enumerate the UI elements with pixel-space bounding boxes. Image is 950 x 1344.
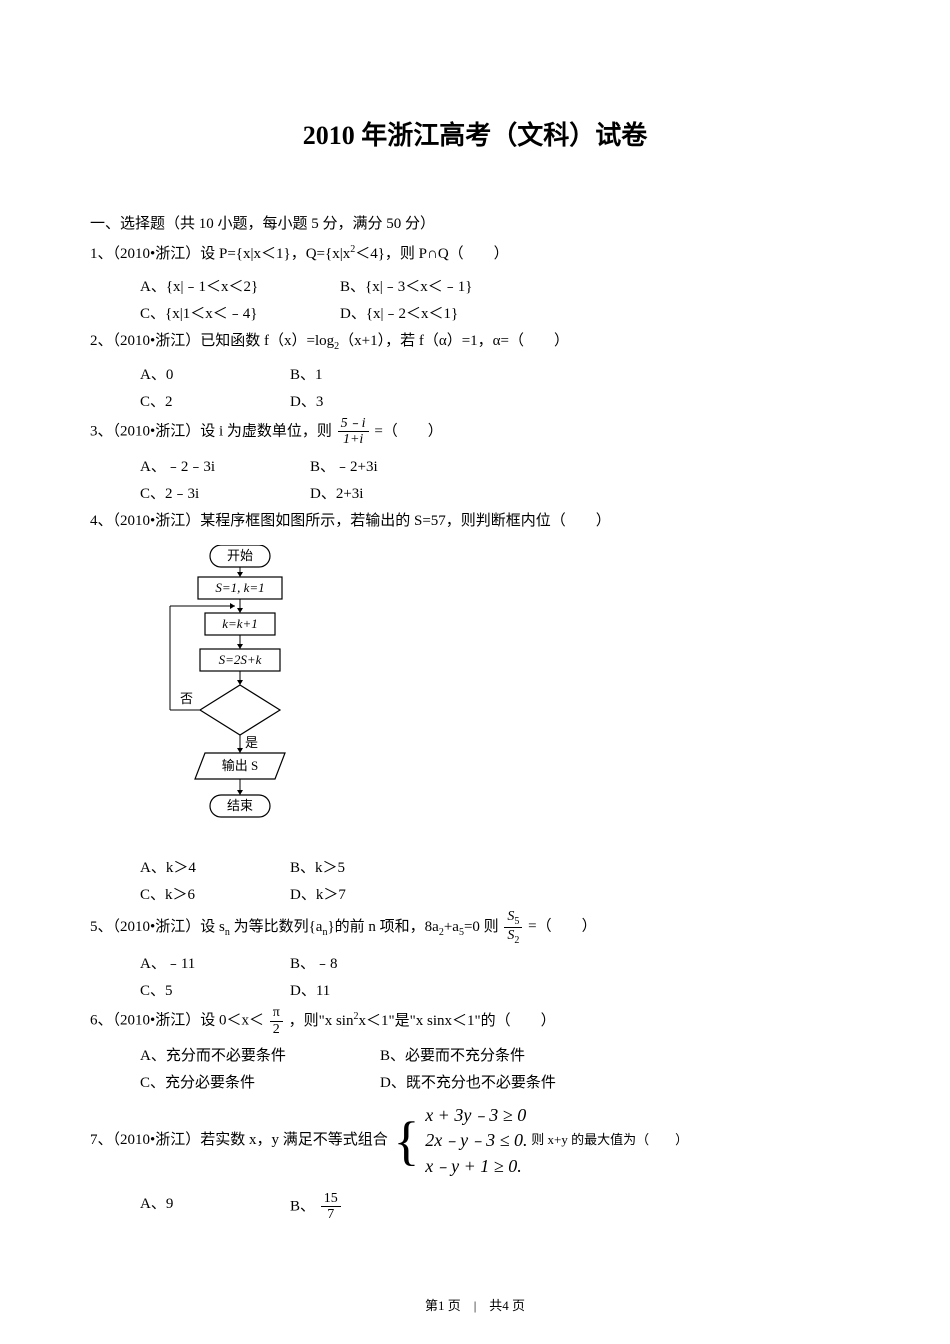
question-4: 4、（2010•浙江）某程序框图如图所示，若输出的 S=57，则判断框内位（ ） xyxy=(90,508,860,535)
q6-stem-pre: 6、（2010•浙江）设 0＜x＜ xyxy=(90,1013,264,1029)
q4-optC: C、k＞6 xyxy=(140,882,230,909)
q4-optA: A、k＞4 xyxy=(140,855,230,882)
question-6: 6、（2010•浙江）设 0＜x＜ π 2 ，则"x sin2x＜1"是"x s… xyxy=(90,1005,860,1037)
fc-no: 否 xyxy=(180,691,193,706)
q6-optC: C、充分必要条件 xyxy=(140,1070,320,1097)
section-header: 一、选择题（共 10 小题，每小题 5 分，满分 50 分） xyxy=(90,212,860,233)
page-footer: 第1 页 | 共4 页 xyxy=(0,1295,950,1314)
q6-fraction: π 2 xyxy=(270,1005,283,1037)
q3-optB: B、﹣2+3i xyxy=(310,454,450,481)
fc-start: 开始 xyxy=(227,548,253,563)
q3-stem-pre: 3、（2010•浙江）设 i 为虚数单位，则 xyxy=(90,423,332,439)
q3-fraction: 5﹣i 1+i xyxy=(338,416,369,448)
q5-stem: 5、（2010•浙江）设 sn 为等比数列{an}的前 n 项和，8a2+a5=… xyxy=(90,919,502,935)
q2-options: A、0 B、1 C、2 D、3 xyxy=(90,362,860,416)
fc-step1: k=k+1 xyxy=(222,616,258,631)
q7-system: x + 3y﹣3 ≥ 0 2x﹣y﹣3 ≤ 0. x﹣y + 1 ≥ 0. xyxy=(425,1103,527,1179)
q5-options: A、﹣11 B、﹣8 C、5 D、11 xyxy=(90,951,860,1005)
q3-options: A、﹣2﹣3i B、﹣2+3i C、2﹣3i D、2+3i xyxy=(90,454,860,508)
exam-title: 2010 年浙江高考（文科）试卷 xyxy=(90,115,860,152)
q2-optD: D、3 xyxy=(290,389,430,416)
q3-optA: A、﹣2﹣3i xyxy=(140,454,250,481)
q2-stem: 2、（2010•浙江）已知函数 f（x）=log2（x+1），若 f（α）=1，… xyxy=(90,333,569,349)
q6-options: A、充分而不必要条件 B、必要而不充分条件 C、充分必要条件 D、既不充分也不必… xyxy=(90,1043,860,1097)
q7-options: A、9 B、 15 7 xyxy=(90,1191,860,1223)
q1-optD: D、{x|﹣2＜x＜1} xyxy=(340,301,480,328)
q6-optD: D、既不充分也不必要条件 xyxy=(380,1070,556,1097)
q7-optB: B、 15 7 xyxy=(290,1191,430,1223)
q4-optB: B、k＞5 xyxy=(290,855,430,882)
q5-optC: C、5 xyxy=(140,978,230,1005)
q1-optB: B、{x|﹣3＜x＜﹣1} xyxy=(340,274,480,301)
question-3: 3、（2010•浙江）设 i 为虚数单位，则 5﹣i 1+i =（ ） xyxy=(90,416,860,448)
q3-stem-post: =（ ） xyxy=(374,423,442,439)
q3-optD: D、2+3i xyxy=(310,481,450,508)
fc-output: 输出 S xyxy=(222,758,258,773)
q1-optA: A、{x|﹣1＜x＜2} xyxy=(140,274,280,301)
brace-icon: { xyxy=(394,1117,420,1166)
flowchart: 开始 S=1, k=1 k=k+1 S=2S+k 否 是 输出 S xyxy=(150,545,860,845)
q5-fraction: S5 S2 xyxy=(504,909,522,946)
question-7: 7、（2010•浙江）若实数 x，y 满足不等式组合 { x + 3y﹣3 ≥ … xyxy=(90,1103,860,1179)
question-5: 5、（2010•浙江）设 sn 为等比数列{an}的前 n 项和，8a2+a5=… xyxy=(90,909,860,946)
q6-optB: B、必要而不充分条件 xyxy=(380,1043,525,1070)
fc-init: S=1, k=1 xyxy=(215,580,264,595)
q4-options: A、k＞4 B、k＞5 C、k＞6 D、k＞7 xyxy=(90,855,860,909)
q5-optD: D、11 xyxy=(290,978,430,1005)
fc-yes: 是 xyxy=(245,735,258,750)
q4-optD: D、k＞7 xyxy=(290,882,430,909)
fc-step2: S=2S+k xyxy=(219,652,262,667)
q1-stem: 1、（2010•浙江）设 P={x|x＜1}，Q={x|x2＜4}，则 P∩Q（… xyxy=(90,246,509,262)
fc-end: 结束 xyxy=(227,798,253,813)
q1-options: A、{x|﹣1＜x＜2} B、{x|﹣3＜x＜﹣1} C、{x|1＜x＜﹣4} … xyxy=(90,274,860,328)
q5-optB: B、﹣8 xyxy=(290,951,430,978)
q5-stem-post: =（ ） xyxy=(528,919,596,935)
question-2: 2、（2010•浙江）已知函数 f（x）=log2（x+1），若 f（α）=1，… xyxy=(90,328,860,356)
q7-stem-post: 则 x+y 的最大值为（ ） xyxy=(531,1132,688,1147)
q6-optA: A、充分而不必要条件 xyxy=(140,1043,320,1070)
question-1: 1、（2010•浙江）设 P={x|x＜1}，Q={x|x2＜4}，则 P∩Q（… xyxy=(90,241,860,268)
q7-stem-pre: 7、（2010•浙江）若实数 x，y 满足不等式组合 xyxy=(90,1132,388,1148)
q2-optC: C、2 xyxy=(140,389,230,416)
q4-stem: 4、（2010•浙江）某程序框图如图所示，若输出的 S=57，则判断框内位（ ） xyxy=(90,513,611,529)
q5-optA: A、﹣11 xyxy=(140,951,230,978)
q6-stem-mid: ，则"x sin2x＜1"是"x sinx＜1"的（ ） xyxy=(289,1013,556,1029)
q7-optA: A、9 xyxy=(140,1191,230,1223)
q1-optC: C、{x|1＜x＜﹣4} xyxy=(140,301,280,328)
q2-optB: B、1 xyxy=(290,362,430,389)
q2-optA: A、0 xyxy=(140,362,230,389)
q3-optC: C、2﹣3i xyxy=(140,481,250,508)
